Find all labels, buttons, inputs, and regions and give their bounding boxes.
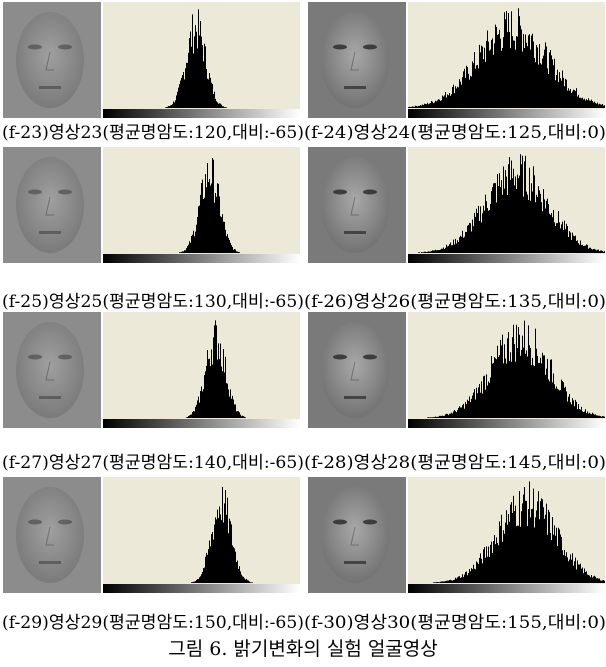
eye (333, 355, 347, 360)
panel: (f-24)영상24(평균명암도:125,대비:0) (304, 2, 606, 143)
panel: (f-29)영상29(평균명암도:150,대비:-65) (2, 477, 304, 633)
figure: 그림 6. 밝기변화의 실험 얼굴영상 (f-23)영상23(평균명암도:120… (0, 0, 606, 667)
gray-ramp (103, 109, 300, 118)
eye (363, 520, 377, 525)
panel-caption: (f-25)영상25(평균명암도:130,대비:-65) (2, 292, 304, 312)
face (321, 487, 389, 583)
eye (58, 45, 72, 50)
eye (58, 355, 72, 360)
gray-ramp (103, 254, 300, 263)
eye (58, 520, 72, 525)
panel: (f-28)영상28(평균명암도:145,대비:0) (304, 312, 606, 473)
face (321, 12, 389, 108)
eye (333, 520, 347, 525)
mouth (344, 86, 366, 89)
panel-caption: (f-23)영상23(평균명암도:120,대비:-65) (2, 123, 304, 143)
eye (333, 190, 347, 195)
panel: (f-25)영상25(평균명암도:130,대비:-65) (2, 147, 304, 312)
eye (333, 45, 347, 50)
gray-ramp (408, 109, 605, 118)
eye (28, 520, 42, 525)
eye (58, 190, 72, 195)
mouth (344, 231, 366, 234)
face (16, 12, 84, 108)
eye (363, 190, 377, 195)
eye (363, 355, 377, 360)
gray-ramp (103, 419, 300, 428)
mouth (39, 396, 61, 399)
mouth (344, 561, 366, 564)
gray-ramp (103, 584, 300, 593)
face (321, 157, 389, 253)
eye (28, 45, 42, 50)
panel-caption: (f-28)영상28(평균명암도:145,대비:0) (304, 453, 606, 473)
gray-ramp (408, 254, 605, 263)
eye (28, 355, 42, 360)
mouth (39, 561, 61, 564)
panel: (f-23)영상23(평균명암도:120,대비:-65) (2, 2, 304, 143)
panel-caption: (f-30)영상30(평균명암도:155,대비:0) (304, 613, 606, 633)
panel-caption: (f-24)영상24(평균명암도:125,대비:0) (304, 123, 606, 143)
figure-caption: 그림 6. 밝기변화의 실험 얼굴영상 (168, 638, 438, 660)
panel-caption: (f-29)영상29(평균명암도:150,대비:-65) (2, 613, 304, 633)
mouth (39, 231, 61, 234)
eye (28, 190, 42, 195)
eye (363, 45, 377, 50)
mouth (344, 396, 366, 399)
panel: (f-27)영상27(평균명암도:140,대비:-65) (2, 312, 304, 473)
panel: (f-26)영상26(평균명암도:135,대비:0) (304, 147, 606, 312)
face (16, 157, 84, 253)
face (16, 322, 84, 418)
face (321, 322, 389, 418)
panel-caption: (f-26)영상26(평균명암도:135,대비:0) (304, 292, 606, 312)
gray-ramp (408, 419, 605, 428)
gray-ramp (408, 584, 605, 593)
mouth (39, 86, 61, 89)
panel-caption: (f-27)영상27(평균명암도:140,대비:-65) (2, 453, 304, 473)
face (16, 487, 84, 583)
panel: (f-30)영상30(평균명암도:155,대비:0) (304, 477, 606, 633)
